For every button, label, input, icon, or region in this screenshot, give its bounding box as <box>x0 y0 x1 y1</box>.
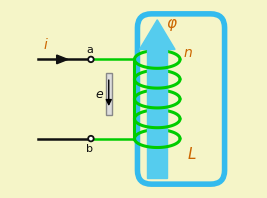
Text: L: L <box>188 147 196 162</box>
Circle shape <box>88 136 94 141</box>
Circle shape <box>88 57 94 62</box>
Bar <box>105 73 112 115</box>
Text: b: b <box>87 144 93 153</box>
Text: a: a <box>87 46 93 55</box>
Bar <box>147 50 167 178</box>
Text: φ: φ <box>166 16 176 31</box>
Text: n: n <box>184 47 192 60</box>
Text: i: i <box>44 38 47 51</box>
Text: e: e <box>95 88 103 101</box>
Polygon shape <box>139 20 175 50</box>
Polygon shape <box>57 55 68 64</box>
